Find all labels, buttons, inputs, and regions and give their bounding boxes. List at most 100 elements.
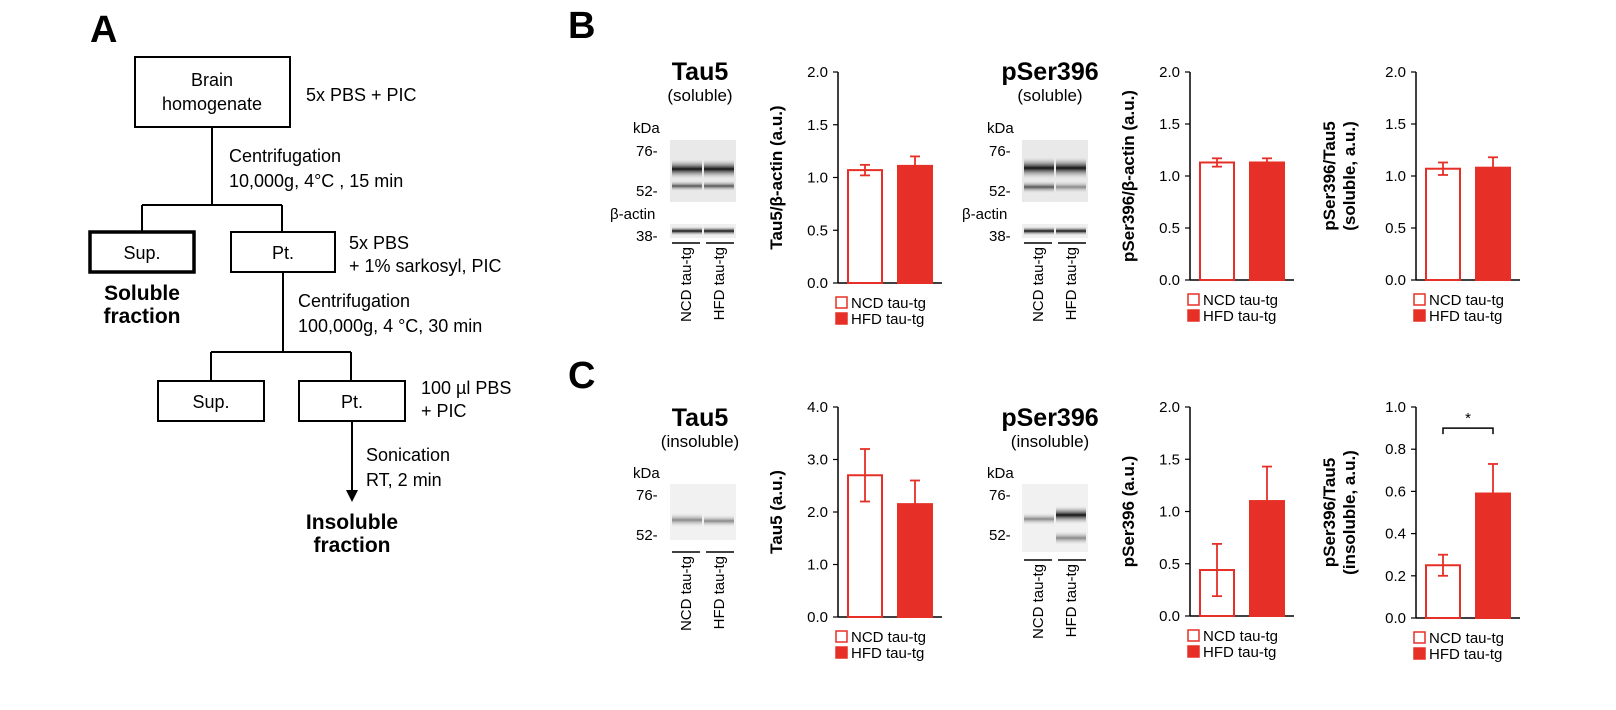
- kda-label: kDa: [987, 465, 1014, 482]
- marker-38: 38-: [989, 228, 1011, 245]
- bar-ncd: [847, 169, 883, 285]
- centrifugation-1-params: 10,000g, 4°C , 15 min: [229, 171, 403, 191]
- sonication-params: RT, 2 min: [366, 470, 442, 490]
- y-tick-label: 2.0: [1159, 64, 1180, 81]
- y-tick-label: 0.5: [1159, 556, 1180, 573]
- step3-note-2: + PIC: [421, 401, 467, 421]
- band: [672, 512, 702, 528]
- band: [704, 226, 734, 236]
- step3-note-1: 100 µl PBS: [421, 378, 511, 398]
- pt-label-2: Pt.: [341, 392, 363, 412]
- legend-label: NCD tau-tg: [1203, 628, 1278, 645]
- marker-76: 76-: [636, 487, 658, 504]
- y-tick-label: 0.8: [1385, 441, 1406, 458]
- y-tick-label: 1.0: [807, 557, 828, 574]
- blot-title: Tau5: [672, 404, 729, 432]
- band: [1056, 226, 1086, 236]
- brain-label-2: homogenate: [162, 94, 262, 114]
- sonication-title: Sonication: [366, 445, 450, 465]
- y-axis-label: pSer396/Tau5: [1320, 121, 1339, 230]
- marker-76: 76-: [636, 143, 658, 160]
- y-axis-label: pSer396/β-actin (a.u.): [1119, 90, 1138, 262]
- chart-tau5-actin-soluble: 0.0 0.5 1.0 1.5 2.0 Tau5/β-actin (a.u.) NCD ta…: [767, 64, 942, 328]
- legend-swatch-ncd: [1187, 293, 1200, 306]
- chart-tau5-insoluble: 0.0 1.0 2.0 3.0 4.0 Tau5 (a.u.) NCD tau-tgHFD …: [767, 399, 942, 662]
- lane-label-ncd: NCD tau-tg: [1030, 247, 1047, 322]
- blot-pser396-insoluble: pSer396 (insoluble) kDa 76- 52- NCD tau-…: [987, 404, 1099, 639]
- arrow-down-icon: [346, 490, 358, 502]
- brain-label-1: Brain: [191, 70, 233, 90]
- blot-title: pSer396: [1001, 404, 1098, 432]
- flowchart: [88, 56, 406, 502]
- chart-pser396-actin-soluble: 0.0 0.5 1.0 1.5 2.0 pSer396/β-actin (a.u.) NCD…: [1119, 64, 1294, 325]
- legend-swatch-ncd: [835, 630, 848, 643]
- blot-subtitle: (insoluble): [661, 432, 739, 451]
- band: [1056, 530, 1086, 546]
- y-tick-label: 4.0: [807, 399, 828, 416]
- y-axis-label: Tau5 (a.u.): [767, 470, 786, 554]
- blot-pser396-soluble: pSer396 (soluble) kDa 76- 52- β-actin 38…: [962, 58, 1099, 322]
- band: [1024, 512, 1054, 526]
- legend-label: NCD tau-tg: [1429, 630, 1504, 647]
- band: [672, 180, 702, 192]
- blot-subtitle: (soluble): [667, 86, 732, 105]
- legend-label: HFD tau-tg: [1429, 646, 1502, 663]
- lane-label-hfd: HFD tau-tg: [1063, 247, 1080, 320]
- blot-tau5-soluble: Tau5 (soluble) kDa 76- 52- β-actin 38- N…: [610, 58, 736, 322]
- lane-label-hfd: HFD tau-tg: [711, 556, 728, 629]
- centrifugation-1-title: Centrifugation: [229, 146, 341, 166]
- legend-label: HFD tau-tg: [851, 311, 924, 328]
- y-tick-label: 1.5: [1159, 451, 1180, 468]
- step2-note-1: 5x PBS: [349, 233, 409, 253]
- bar-hfd: [897, 503, 933, 618]
- pt-label-1: Pt.: [272, 243, 294, 263]
- sup-box-2: [157, 380, 265, 422]
- legend-swatch-hfd: [1413, 309, 1426, 322]
- chart-pser396-insoluble: 0.0 0.5 1.0 1.5 2.0 pSer396 (a.u.) NCD tau-tgH…: [1119, 399, 1294, 661]
- insoluble-fraction-1: Insoluble: [306, 511, 398, 534]
- y-axis-label: pSer396 (a.u.): [1119, 456, 1138, 568]
- band: [1056, 505, 1086, 525]
- marker-52: 52-: [636, 527, 658, 544]
- soluble-fraction-2: fraction: [103, 305, 180, 328]
- band: [704, 158, 734, 180]
- marker-52: 52-: [989, 527, 1011, 544]
- band: [672, 158, 702, 180]
- blot-subtitle: (soluble): [1017, 86, 1082, 105]
- bar-hfd: [1249, 161, 1285, 281]
- y-tick-label: 0.4: [1385, 526, 1406, 543]
- kda-label: kDa: [987, 120, 1014, 137]
- bar-hfd: [897, 164, 933, 285]
- y-tick-label: 0.0: [807, 609, 828, 626]
- legend-swatch-ncd: [1413, 293, 1426, 306]
- lane-label-hfd: HFD tau-tg: [1063, 564, 1080, 637]
- bar-hfd: [1249, 500, 1285, 617]
- marker-52: 52-: [636, 183, 658, 200]
- actin-label: β-actin: [962, 206, 1007, 223]
- bar-ncd: [1199, 161, 1235, 281]
- y-tick-label: 1.5: [807, 117, 828, 134]
- sup-box-1: [88, 230, 196, 274]
- y-tick-label: 0.5: [1159, 220, 1180, 237]
- legend-swatch-hfd: [835, 646, 848, 659]
- y-tick-label: 0.0: [807, 275, 828, 292]
- significance-bracket: [1442, 427, 1494, 435]
- significance-marker: *: [1465, 410, 1471, 427]
- legend-label: HFD tau-tg: [1429, 308, 1502, 325]
- legend-swatch-hfd: [1187, 645, 1200, 658]
- legend-label: HFD tau-tg: [1203, 308, 1276, 325]
- y-tick-label: 1.0: [1385, 168, 1406, 185]
- y-tick-label: 1.0: [1385, 399, 1406, 416]
- marker-52: 52-: [989, 183, 1011, 200]
- y-tick-label: 0.0: [1159, 272, 1180, 289]
- bar-hfd: [1475, 166, 1511, 281]
- y-tick-label: 1.0: [1159, 504, 1180, 521]
- legend-label: HFD tau-tg: [851, 645, 924, 662]
- soluble-fraction-1: Soluble: [104, 282, 180, 305]
- panel-letter-c: C: [568, 355, 595, 397]
- sup-label-2: Sup.: [192, 392, 229, 412]
- kda-label: kDa: [633, 120, 660, 137]
- bar-ncd: [1425, 167, 1461, 281]
- y-tick-label: 2.0: [1159, 399, 1180, 416]
- y-tick-label: 1.0: [1159, 168, 1180, 185]
